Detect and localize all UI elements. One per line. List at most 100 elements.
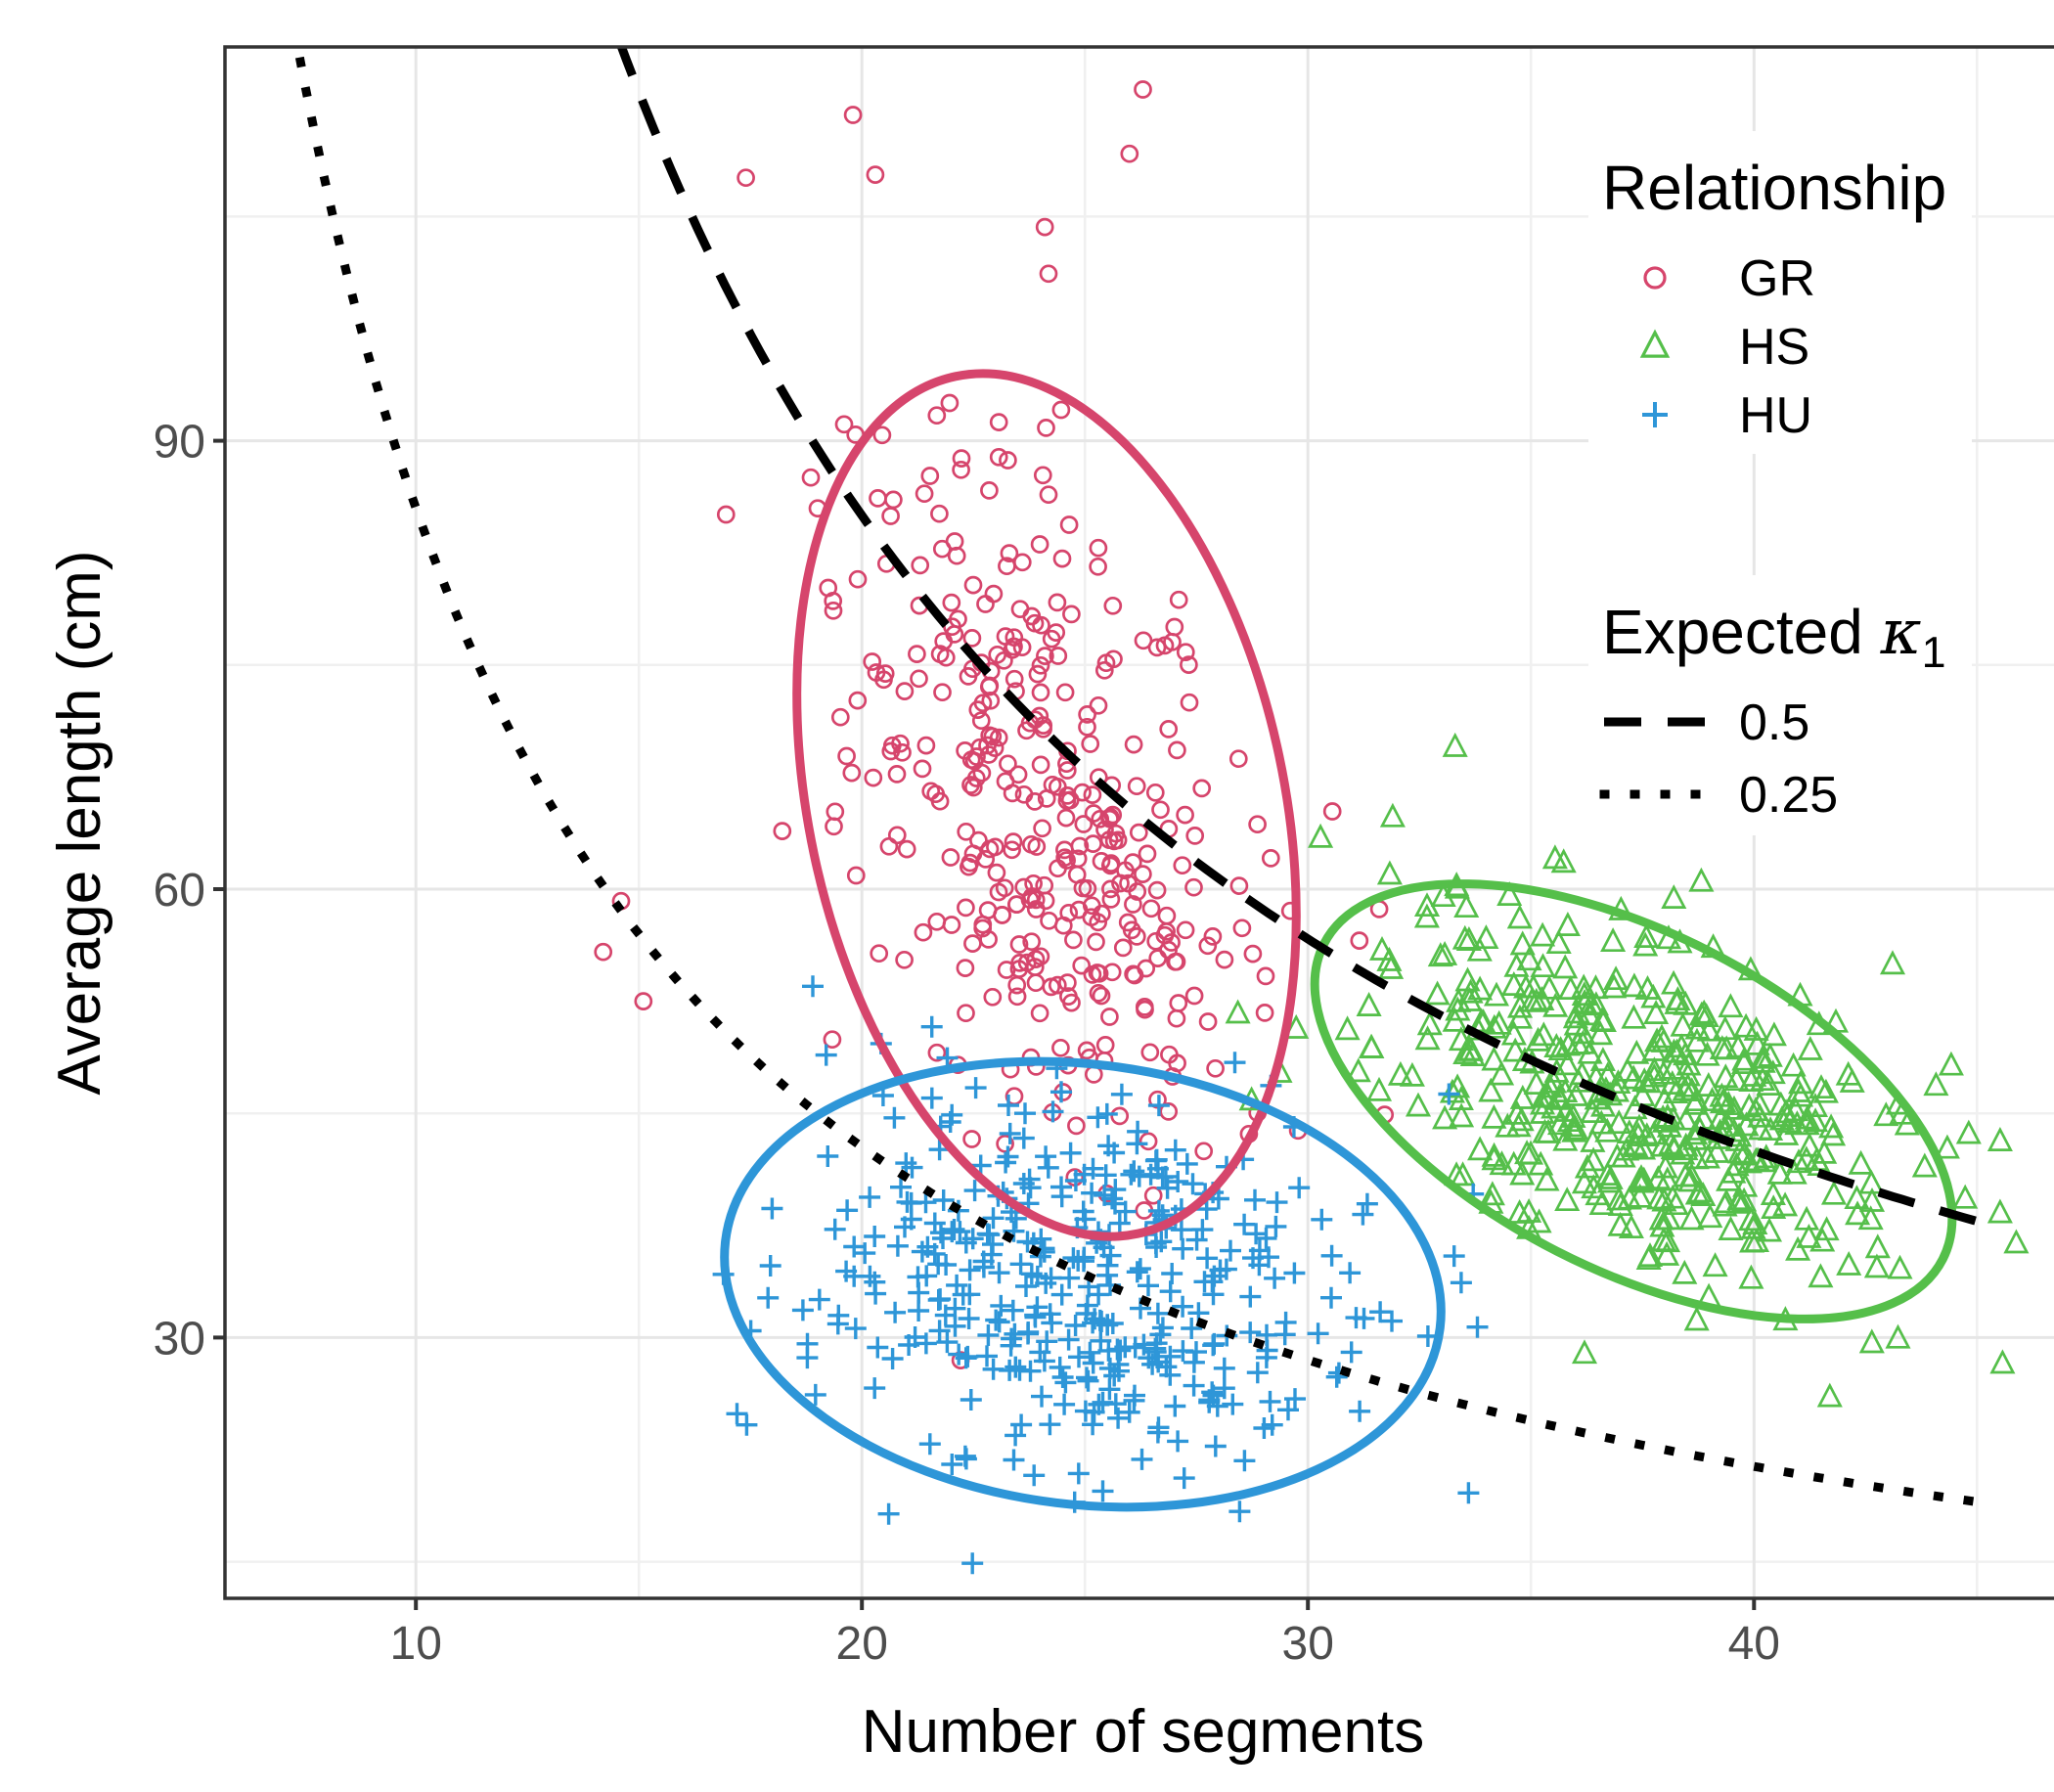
data-point-triangle <box>1750 1066 1776 1092</box>
data-point-plus <box>1035 1272 1057 1294</box>
data-point-plus <box>1114 1336 1137 1359</box>
data-point-circle <box>1101 879 1120 899</box>
data-point-triangle <box>1554 911 1581 936</box>
data-point-circle <box>1057 761 1077 780</box>
data-point-circle <box>957 898 975 918</box>
data-point-triangle <box>1816 1382 1843 1408</box>
data-point-plus <box>1089 1309 1111 1331</box>
data-point-circle <box>1169 590 1188 609</box>
series-hu <box>712 975 1489 1575</box>
data-point-triangle <box>1938 1051 1964 1076</box>
data-point-triangle <box>1672 1259 1698 1284</box>
data-point-circle <box>1006 895 1026 915</box>
data-point-plus <box>1369 1301 1392 1323</box>
data-point-plus <box>895 1152 917 1175</box>
data-point-triangle <box>1427 942 1453 967</box>
data-point-triangle <box>1603 965 1630 991</box>
data-point-circle <box>1184 986 1204 1006</box>
data-point-triangle <box>1589 1047 1616 1072</box>
data-point-plus <box>1127 1120 1149 1142</box>
data-point-triangle <box>1603 1077 1630 1102</box>
data-point-triangle <box>1748 1115 1774 1141</box>
data-point-plus <box>960 1389 982 1411</box>
data-point-circle <box>980 481 999 500</box>
data-point-plus <box>958 1308 980 1329</box>
data-point-plus <box>1073 1163 1095 1186</box>
data-point-plus <box>999 1122 1021 1144</box>
data-point-triangle <box>1808 1074 1835 1099</box>
data-point-triangle <box>1376 946 1403 971</box>
data-point-circle <box>1084 834 1102 853</box>
data-point-triangle <box>1738 1206 1764 1232</box>
data-point-circle <box>1083 785 1102 804</box>
data-point-triangle <box>1697 1203 1723 1229</box>
data-point-plus <box>1059 1142 1082 1164</box>
data-point-circle <box>1004 832 1023 851</box>
data-point-triangle <box>1641 1056 1668 1082</box>
data-point-triangle <box>1529 1098 1555 1124</box>
data-point-circle <box>1168 1053 1186 1073</box>
data-point-circle <box>1074 815 1094 833</box>
data-point-triangle <box>1588 1109 1615 1135</box>
data-point-triangle <box>1606 1109 1632 1135</box>
data-point-circle <box>1022 932 1042 952</box>
data-point-plus <box>1273 1323 1296 1346</box>
data-point-plus <box>1035 1145 1057 1168</box>
data-point-plus <box>1042 1100 1064 1123</box>
data-point-triangle <box>1989 1349 2016 1374</box>
data-point-plus <box>928 1320 951 1342</box>
data-point-plus <box>911 1240 933 1263</box>
data-point-circle <box>920 467 940 485</box>
cluster-ellipse-hs <box>1310 879 1957 1323</box>
axes-layer: 10 20 30 40 30 60 90 <box>154 417 1780 1670</box>
data-point-triangle <box>1773 1098 1800 1124</box>
data-point-circle <box>1151 800 1170 820</box>
data-point-circle <box>1052 549 1072 568</box>
data-point-plus <box>936 1331 959 1354</box>
data-point-circle <box>911 556 930 575</box>
data-point-plus <box>1057 1328 1080 1351</box>
data-point-circle <box>1176 920 1195 940</box>
data-point-triangle <box>1656 1112 1682 1138</box>
data-point-triangle <box>1934 1134 1960 1159</box>
data-point-circle <box>1162 933 1181 952</box>
data-point-plus <box>1118 1401 1140 1423</box>
data-point-plus <box>941 1103 963 1126</box>
legend-label-kappa-0_25: 0.25 <box>1739 767 1838 824</box>
data-point-plus <box>1345 1307 1367 1329</box>
data-point-triangle <box>1649 1212 1675 1237</box>
data-point-circle <box>1078 705 1096 724</box>
data-point-triangle <box>1836 1250 1862 1276</box>
data-point-circle <box>1035 217 1054 237</box>
data-point-triangle <box>1500 970 1527 996</box>
data-point-circle <box>960 853 980 873</box>
data-point-plus <box>1092 1391 1114 1413</box>
data-point-triangle <box>1744 1030 1770 1055</box>
data-point-plus <box>959 1259 981 1281</box>
data-point-triangle <box>1804 1146 1830 1171</box>
data-point-plus <box>908 1300 930 1322</box>
data-point-circle <box>985 739 1005 757</box>
data-point-plus <box>1082 1352 1104 1374</box>
data-point-circle <box>634 992 653 1010</box>
data-point-triangle <box>1726 1139 1753 1164</box>
data-point-plus <box>804 1383 826 1406</box>
data-point-circle <box>895 950 914 969</box>
data-point-plus <box>946 1274 968 1296</box>
data-point-triangle <box>1630 1166 1657 1191</box>
data-point-circle <box>879 836 899 856</box>
data-point-circle <box>1009 960 1029 978</box>
data-point-circle <box>891 734 910 753</box>
data-point-triangle <box>1358 1033 1385 1058</box>
data-point-plus <box>1073 1246 1095 1269</box>
data-point-circle <box>1012 553 1032 572</box>
data-point-triangle <box>2003 1229 2030 1254</box>
data-point-plus <box>1015 1276 1037 1297</box>
data-point-plus <box>923 1212 946 1234</box>
data-point-triangle <box>1848 1149 1874 1175</box>
data-point-triangle <box>1574 1153 1600 1179</box>
data-point-circle <box>1003 840 1021 860</box>
data-point-triangle <box>1525 1026 1551 1052</box>
data-point-plus <box>1340 1341 1362 1364</box>
data-point-triangle <box>1442 732 1468 757</box>
